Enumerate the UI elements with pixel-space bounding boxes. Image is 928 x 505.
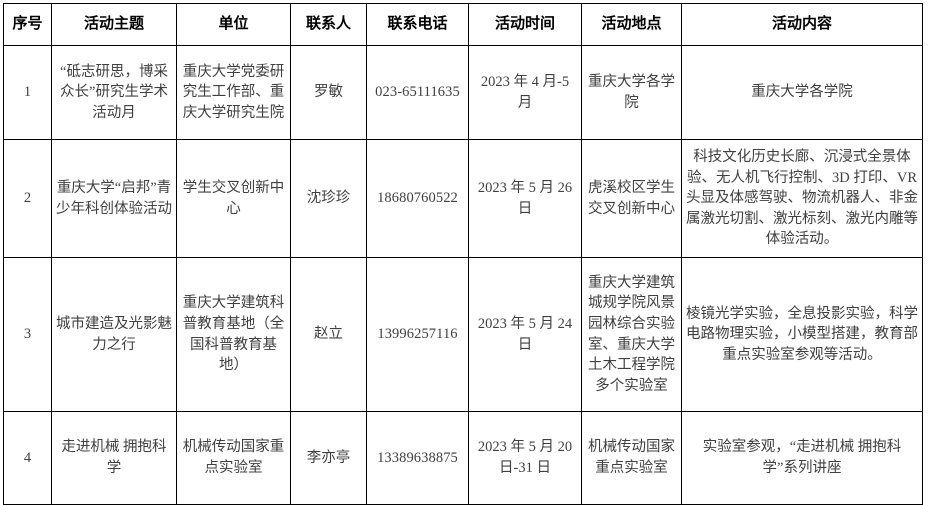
cell-seq: 3 (3, 257, 52, 412)
cell-content: 科技文化历史长廊、沉浸式全景体验、无人机飞行控制、3D 打印、VR 头显及体感驾… (681, 139, 923, 258)
table-row: 4 走进机械 拥抱科学 机械传动国家重点实验室 李亦亭 13389638875 … (3, 411, 923, 505)
column-header-content: 活动内容 (681, 3, 923, 46)
cell-topic: 重庆大学“启邦”青少年科创体验活动 (51, 139, 177, 258)
cell-seq: 1 (3, 45, 52, 140)
cell-time: 2023 年 5 月 24 日 (468, 257, 582, 412)
column-header-unit: 单位 (176, 3, 291, 46)
column-header-seq: 序号 (3, 3, 52, 46)
cell-contact: 赵立 (290, 257, 367, 412)
column-header-time: 活动时间 (468, 3, 582, 46)
cell-unit: 重庆大学党委研究生工作部、重庆大学研究生院 (176, 45, 291, 140)
cell-contact: 李亦亭 (290, 411, 367, 505)
cell-unit: 机械传动国家重点实验室 (176, 411, 291, 505)
cell-content: 棱镜光学实验，全息投影实验，科学电路物理实验，小模型搭建，教育部重点实验室参观等… (681, 257, 923, 412)
cell-place: 重庆大学各学院 (581, 45, 682, 140)
cell-place: 机械传动国家重点实验室 (581, 411, 682, 505)
column-header-place: 活动地点 (581, 3, 682, 46)
cell-topic: 城市建造及光影魅力之行 (51, 257, 177, 412)
table-row: 2 重庆大学“启邦”青少年科创体验活动 学生交叉创新中心 沈珍珍 1868076… (3, 139, 923, 258)
cell-time: 2023 年 5 月 26 日 (468, 139, 582, 258)
column-header-contact: 联系人 (290, 3, 367, 46)
cell-contact: 罗敏 (290, 45, 367, 140)
cell-contact: 沈珍珍 (290, 139, 367, 258)
cell-content: 实验室参观，“走进机械 拥抱科学”系列讲座 (681, 411, 923, 505)
cell-time: 2023 年 5 月 20 日-31 日 (468, 411, 582, 505)
column-header-phone: 联系电话 (366, 3, 469, 46)
column-header-topic: 活动主题 (51, 3, 177, 46)
cell-seq: 4 (3, 411, 52, 505)
cell-phone: 13389638875 (366, 411, 469, 505)
cell-phone: 13996257116 (366, 257, 469, 412)
cell-seq: 2 (3, 139, 52, 258)
cell-phone: 18680760522 (366, 139, 469, 258)
table-header-row: 序号 活动主题 单位 联系人 联系电话 活动时间 活动地点 活动内容 (3, 3, 923, 46)
cell-place: 重庆大学建筑城规学院风景园林综合实验室、重庆大学土木工程学院多个实验室 (581, 257, 682, 412)
activity-schedule-table: 序号 活动主题 单位 联系人 联系电话 活动时间 活动地点 活动内容 1 “砥志… (3, 3, 923, 505)
cell-phone: 023-65111635 (366, 45, 469, 140)
cell-time: 2023 年 4 月-5 月 (468, 45, 582, 140)
cell-topic: 走进机械 拥抱科学 (51, 411, 177, 505)
cell-place: 虎溪校区学生交叉创新中心 (581, 139, 682, 258)
table-row: 3 城市建造及光影魅力之行 重庆大学建筑科普教育基地（全国科普教育基地） 赵立 … (3, 257, 923, 412)
cell-content: 重庆大学各学院 (681, 45, 923, 140)
cell-unit: 学生交叉创新中心 (176, 139, 291, 258)
table-row: 1 “砥志研思，博采众长”研究生学术活动月 重庆大学党委研究生工作部、重庆大学研… (3, 45, 923, 140)
cell-unit: 重庆大学建筑科普教育基地（全国科普教育基地） (176, 257, 291, 412)
cell-topic: “砥志研思，博采众长”研究生学术活动月 (51, 45, 177, 140)
